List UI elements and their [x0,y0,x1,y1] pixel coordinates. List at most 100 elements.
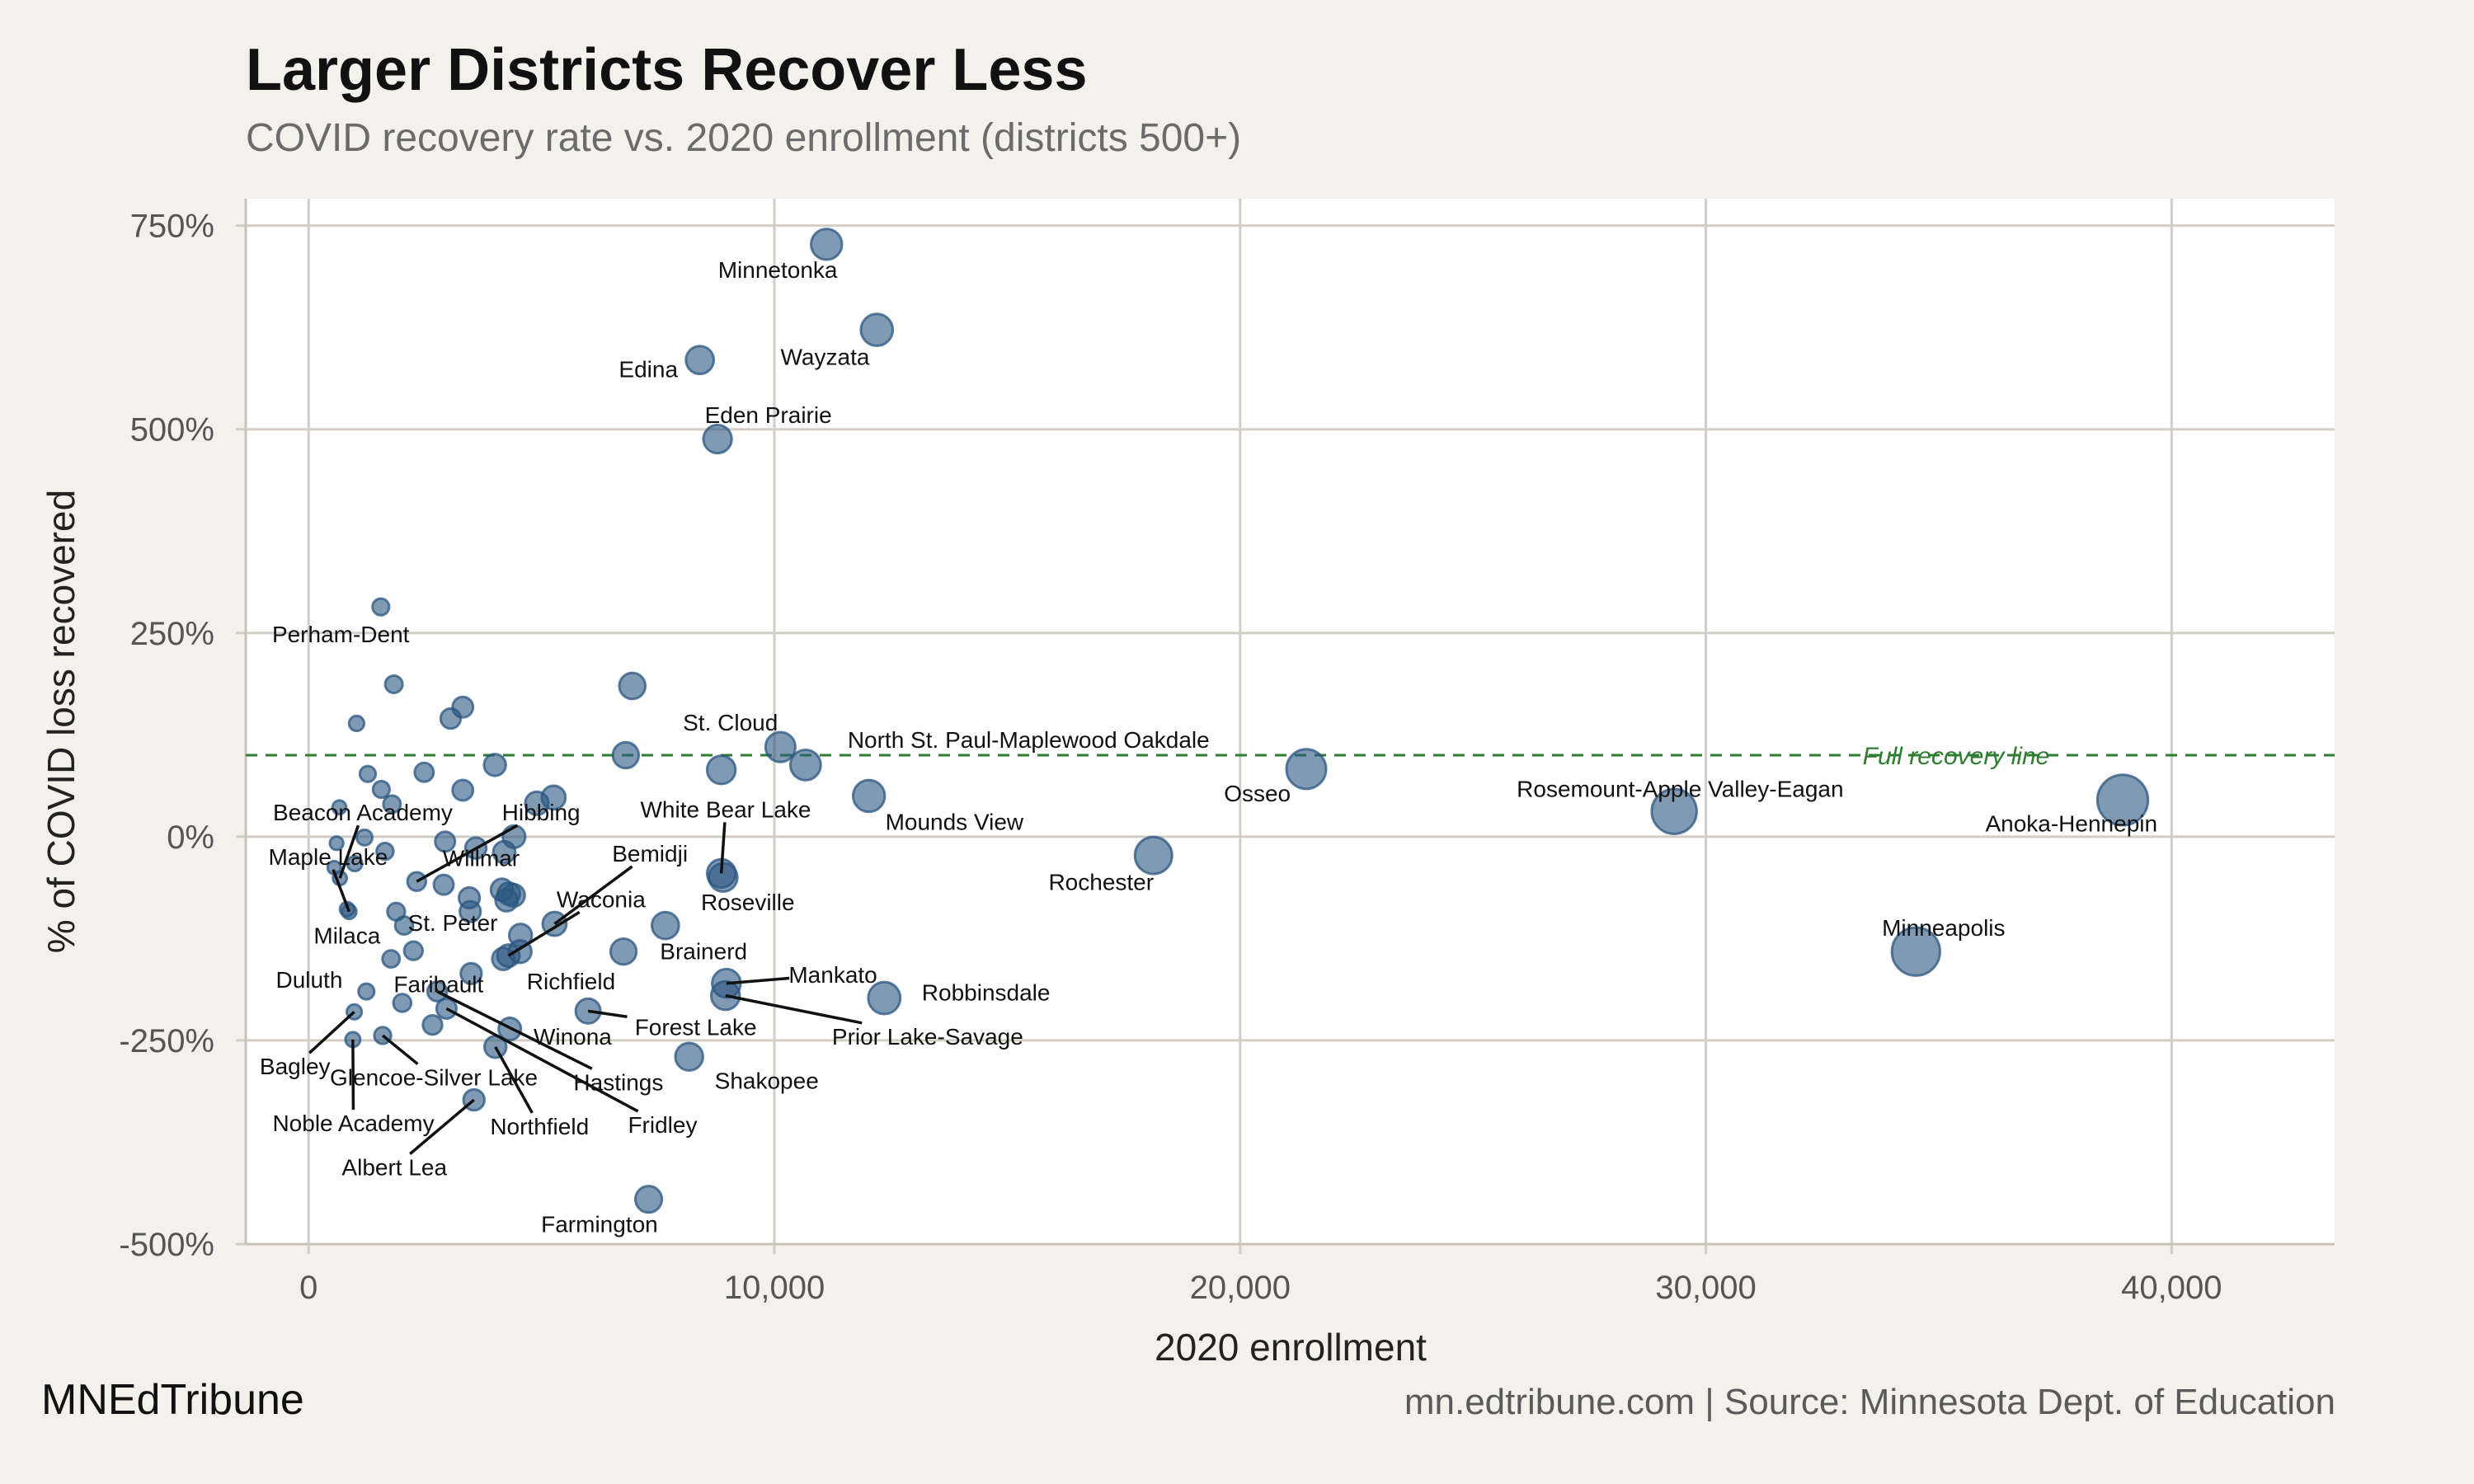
data-point-duluth [357,982,376,1001]
leader-line-northfield [494,1045,534,1114]
data-point-richfield [609,937,638,966]
point-labels: Minnetonka Wayzata Edina Eden Prairie Perham… [260,257,2157,1237]
data-point-brainerd [650,910,680,941]
point-label-forest-lake: Forest Lake [635,1014,757,1040]
source-note: mn.edtribune.com | Source: Minnesota Dep… [1404,1382,2335,1422]
x-tick-label: 40,000 [2121,1270,2222,1306]
point-label-bemidji: Bemidji [612,841,688,866]
y-axis-label: % of COVID loss recovered [40,490,82,953]
data-point-shakopee [674,1041,704,1072]
leader-line-forest-lake [587,1009,628,1018]
point-label-farmington: Farmington [541,1211,658,1237]
data-point [432,873,455,896]
point-label-roseville: Roseville [701,890,795,915]
point-label-bagley: Bagley [260,1054,331,1079]
data-point [618,671,647,701]
point-label-anoka-hennepin: Anoka-Hennepin [1985,811,2157,837]
point-label-richfield: Richfield [527,969,615,994]
data-point-perham-dent [371,597,391,617]
axes: 0 10,000 20,000 30,000 40,000 750% 500% 250% 0% -… [119,199,2335,1306]
data-point-rochester [1133,835,1174,876]
leader-line-glencoe-silver-lake [381,1034,419,1065]
brand-name: MNEdTribune [41,1376,304,1424]
leader-line-fridley [445,1007,639,1113]
point-label-robbinsdale: Robbinsdale [922,979,1051,1005]
x-tick-label: 0 [299,1270,317,1306]
data-point [413,761,435,783]
data-point-wayzata [859,312,895,347]
point-label-st-cloud: St. Cloud [683,710,778,735]
point-label-mankato: Mankato [788,962,877,988]
data-point-rosemount-apple-valley-eagan [1650,787,1698,835]
data-point [421,1013,444,1036]
data-point-minnetonka [810,228,844,261]
leader-line-beacon-academy [338,824,360,879]
x-tick-label: 20,000 [1190,1270,1291,1306]
data-point-north-st-paul-maplewood-oakdale [788,748,822,782]
point-label-osseo: Osseo [1224,781,1291,806]
data-point [451,778,475,802]
data-point [439,707,463,730]
x-tick-label: 30,000 [1655,1270,1756,1306]
data-point [705,754,737,786]
point-label-willmar: Willmar [443,846,520,871]
y-tick-label: 0% [167,819,214,856]
data-point [392,993,413,1013]
x-tick-label: 10,000 [724,1270,825,1306]
data-point-minneapolis [1890,926,1941,977]
data-point [371,779,391,800]
point-label-shakopee: Shakopee [715,1068,819,1093]
data-point-eden-prairie [702,423,733,455]
chart-title: Larger Districts Recover Less [246,37,1088,103]
leader-line-mankato [726,976,790,985]
data-point [347,714,366,733]
point-label-milaca: Milaca [313,923,380,948]
data-point [386,901,407,922]
leader-line-hibbing [416,824,519,883]
point-label-rosemount-apple-valley-eagan: Rosemount-Apple Valley-Eagan [1517,777,1843,802]
point-label-minneapolis: Minneapolis [1882,915,2005,941]
point-label-beacon-academy: Beacon Academy [273,800,453,825]
data-point [382,794,402,815]
reference-line-label: Full recovery line [1863,743,2050,770]
data-point-farmington [633,1185,664,1214]
data-point [482,753,507,777]
leader-line-bemidji [553,865,633,926]
point-label-hibbing: Hibbing [502,800,581,825]
point-label-minnetonka: Minnetonka [718,257,838,283]
leader-line-prior-lake-savage [725,993,863,1025]
y-tick-label: 250% [130,616,214,652]
point-label-waconia: Waconia [557,886,646,912]
label-leader-lines [308,822,863,1155]
data-point [346,854,364,873]
point-label-edina: Edina [618,357,678,383]
point-label-mounds-view: Mounds View [886,810,1024,835]
leader-line-albert-lea [409,1098,475,1155]
data-point [489,877,515,902]
point-label-white-bear-lake: White Bear Lake [640,796,811,822]
leader-line-white-bear-lake [719,822,727,874]
data-point [492,839,517,865]
point-label-faribault: Faribault [393,972,483,998]
data-point [524,790,550,816]
data-point [402,940,424,961]
chart-subtitle: COVID recovery rate vs. 2020 enrollment … [246,116,1242,160]
point-label-brainerd: Brainerd [660,939,747,965]
data-point [383,674,404,695]
data-point [491,946,516,971]
leader-line-maple-lake [332,869,351,913]
point-label-northfield: Northfield [490,1114,589,1139]
point-label-noble-academy: Noble Academy [272,1111,434,1136]
point-label-winona: Winona [534,1024,612,1050]
point-label-duluth: Duluth [275,967,342,993]
x-axis-label: 2020 enrollment [1155,1326,1427,1369]
data-point-edina [684,345,716,376]
point-label-fridley: Fridley [628,1112,697,1138]
data-point-st-cloud [764,730,797,763]
data-point-faribault [459,961,483,986]
y-tick-label: 500% [130,412,214,448]
data-point-robbinsdale [867,980,902,1016]
point-label-perham-dent: Perham-Dent [272,622,410,647]
y-tick-label: -250% [119,1023,214,1059]
